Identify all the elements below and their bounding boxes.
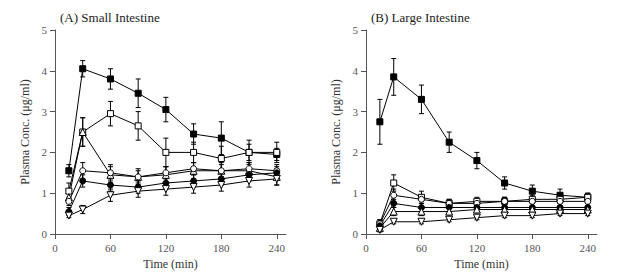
svg-text:5: 5 <box>42 24 48 36</box>
svg-text:0: 0 <box>353 228 359 240</box>
svg-text:5: 5 <box>353 24 359 36</box>
svg-text:1: 1 <box>353 187 359 199</box>
svg-text:120: 120 <box>158 242 175 254</box>
svg-text:60: 60 <box>416 242 428 254</box>
svg-text:180: 180 <box>524 242 541 254</box>
svg-text:2: 2 <box>353 146 359 158</box>
svg-text:Plasma Conc. (μg/ml): Plasma Conc. (μg/ml) <box>329 79 343 184</box>
svg-text:Time (min): Time (min) <box>454 257 509 271</box>
svg-text:60: 60 <box>105 242 117 254</box>
svg-text:0: 0 <box>363 242 369 254</box>
svg-text:0: 0 <box>52 242 58 254</box>
svg-text:Plasma Conc. (μg/ml): Plasma Conc. (μg/ml) <box>18 79 32 184</box>
svg-text:3: 3 <box>42 106 48 118</box>
svg-text:180: 180 <box>213 242 230 254</box>
svg-text:2: 2 <box>42 146 48 158</box>
svg-text:4: 4 <box>42 65 48 77</box>
svg-text:240: 240 <box>580 242 597 254</box>
svg-text:(A) Small Intestine: (A) Small Intestine <box>60 10 160 25</box>
svg-text:120: 120 <box>469 242 486 254</box>
svg-text:0: 0 <box>42 228 48 240</box>
svg-text:Time (min): Time (min) <box>143 257 198 271</box>
svg-text:3: 3 <box>353 106 359 118</box>
svg-text:240: 240 <box>269 242 286 254</box>
svg-text:4: 4 <box>353 65 359 77</box>
svg-text:1: 1 <box>42 187 48 199</box>
svg-text:(B) Large Intestine: (B) Large Intestine <box>371 10 470 25</box>
